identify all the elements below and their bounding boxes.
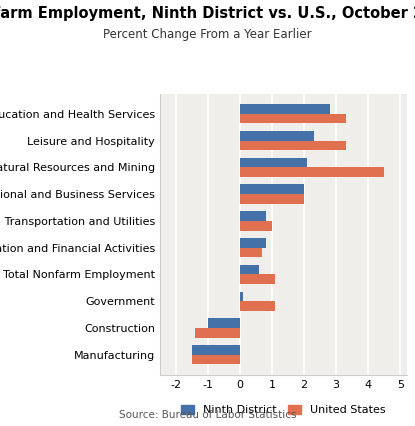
- Text: Nonfarm Employment, Ninth District vs. U.S., October 2007: Nonfarm Employment, Ninth District vs. U…: [0, 6, 415, 21]
- Bar: [240, 221, 272, 230]
- Bar: [240, 141, 346, 150]
- Bar: [240, 274, 275, 284]
- Bar: [240, 301, 275, 311]
- Bar: [192, 355, 240, 364]
- Bar: [240, 292, 243, 301]
- Text: Percent Change From a Year Earlier: Percent Change From a Year Earlier: [103, 28, 312, 41]
- Bar: [240, 248, 262, 257]
- Bar: [240, 167, 384, 177]
- Bar: [240, 265, 259, 274]
- Text: Source: Bureau of Labor Statistics: Source: Bureau of Labor Statistics: [119, 410, 296, 420]
- Bar: [240, 104, 330, 114]
- Legend: Ninth District, United States: Ninth District, United States: [176, 400, 390, 420]
- Bar: [240, 194, 304, 204]
- Bar: [240, 211, 266, 221]
- Bar: [240, 238, 266, 248]
- Bar: [192, 345, 240, 355]
- Bar: [240, 114, 346, 124]
- Bar: [240, 158, 307, 167]
- Bar: [195, 328, 240, 338]
- Bar: [240, 131, 314, 141]
- Bar: [208, 318, 240, 328]
- Bar: [240, 184, 304, 194]
